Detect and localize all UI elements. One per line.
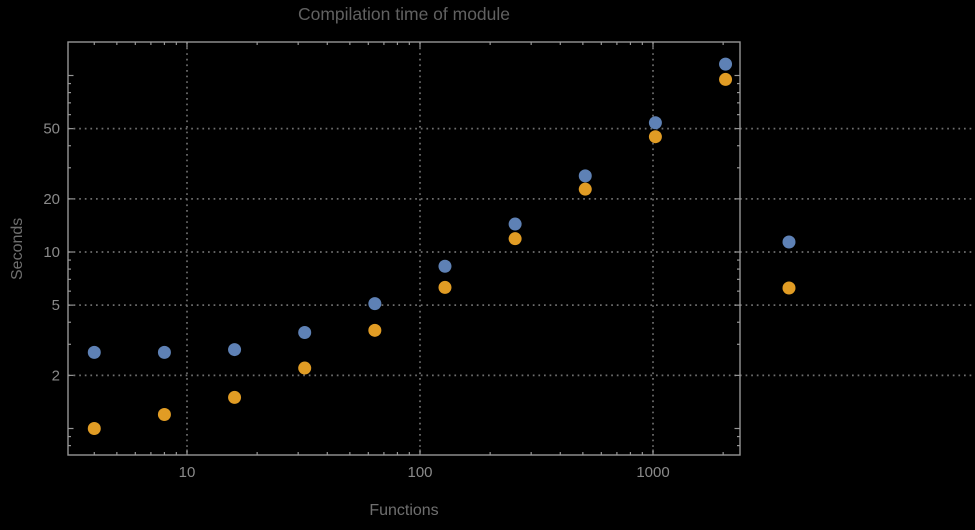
data-point-series-1 [719,57,733,71]
data-point-series-2 [157,408,171,422]
data-point-series-1 [648,116,662,130]
data-point-series-1 [228,343,242,357]
data-point-series-2 [508,232,522,246]
x-tick-label: 100 [407,464,432,481]
data-point-series-2 [578,182,592,196]
data-point-series-1 [508,217,522,231]
x-tick-label: 1000 [636,464,669,481]
y-tick-label: 5 [52,297,60,314]
data-point-series-1 [578,169,592,183]
legend-marker-2 [782,281,796,295]
y-tick-label: 10 [43,244,60,261]
legend-marker-1 [782,235,796,249]
data-point-series-2 [228,390,242,404]
data-point-series-1 [368,297,382,311]
y-tick-label: 20 [43,191,60,208]
y-tick-label: 2 [52,367,60,384]
x-axis-label: Functions [369,502,439,519]
plot-frame [67,41,741,456]
y-axis-label: Seconds [9,217,26,280]
y-tick-label: 50 [43,121,60,138]
data-point-series-2 [87,422,101,435]
data-point-series-2 [648,130,662,144]
data-point-series-1 [157,345,171,359]
data-point-series-1 [298,325,312,339]
x-tick-label: 10 [179,464,196,481]
data-point-series-2 [368,323,382,337]
data-point-series-2 [719,72,733,86]
data-point-series-1 [87,345,101,359]
data-point-series-2 [298,361,312,375]
chart-title: Compilation time of module [297,4,511,24]
data-point-series-2 [438,280,452,294]
data-point-series-1 [438,259,452,273]
